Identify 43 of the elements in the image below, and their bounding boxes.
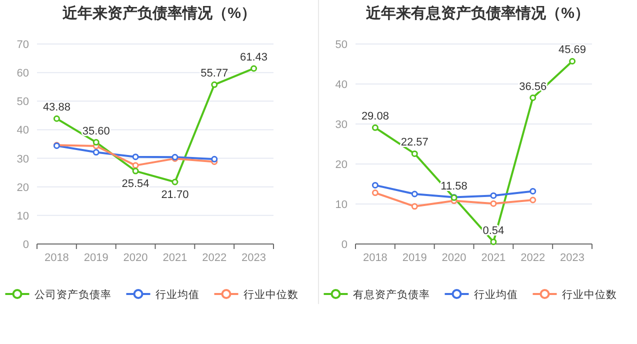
x-tick-label: 2021 — [162, 252, 188, 264]
legend-label: 行业均值 — [155, 288, 200, 301]
data-label: 25.54 — [122, 178, 150, 190]
x-tick-label: 2019 — [84, 252, 108, 264]
data-label: 55.77 — [200, 68, 228, 80]
y-tick-label: 40 — [335, 79, 348, 91]
y-tick-label: 60 — [16, 68, 29, 80]
y-tick-label: 70 — [16, 39, 29, 51]
y-tick-label: 10 — [335, 199, 348, 211]
x-tick-label: 2019 — [402, 252, 427, 264]
data-label: 61.43 — [240, 51, 268, 64]
data-label: 45.69 — [558, 44, 586, 56]
x-tick-label: 2020 — [123, 252, 148, 264]
x-tick-label: 2020 — [442, 252, 466, 264]
chart-title: 近年来有息资产负债率情况（%） — [365, 4, 590, 22]
y-tick-label: 10 — [16, 210, 29, 222]
legend-label: 行业中位数 — [562, 288, 617, 301]
legend-label: 有息资产负债率 — [352, 288, 430, 301]
x-tick-label: 2018 — [44, 252, 69, 264]
data-label: 35.60 — [82, 125, 110, 138]
y-tick-label: 20 — [335, 159, 348, 171]
data-label: 43.88 — [42, 102, 70, 114]
x-tick-label: 2021 — [481, 252, 506, 264]
legend-label: 公司资产负债率 — [34, 288, 112, 301]
x-tick-label: 2018 — [362, 252, 388, 264]
data-label: 21.70 — [161, 189, 189, 201]
legend-label: 行业均值 — [474, 288, 518, 301]
y-tick-label: 50 — [335, 39, 348, 51]
data-label: 29.08 — [361, 110, 389, 123]
y-tick-label: 0 — [22, 239, 29, 251]
y-tick-label: 30 — [16, 153, 29, 166]
chart-title: 近年来资产负债率情况（%） — [62, 4, 256, 22]
y-tick-label: 50 — [16, 96, 29, 108]
y-tick-label: 20 — [16, 182, 29, 194]
x-tick-label: 2023 — [560, 252, 585, 264]
y-tick-label: 0 — [341, 239, 348, 251]
x-tick-label: 2022 — [202, 252, 227, 264]
data-label: 22.57 — [400, 136, 428, 149]
legend-label: 行业中位数 — [243, 288, 298, 301]
y-tick-label: 40 — [16, 124, 29, 137]
y-tick-label: 30 — [335, 119, 348, 131]
x-tick-label: 2022 — [520, 252, 546, 264]
x-tick-label: 2023 — [242, 252, 266, 264]
